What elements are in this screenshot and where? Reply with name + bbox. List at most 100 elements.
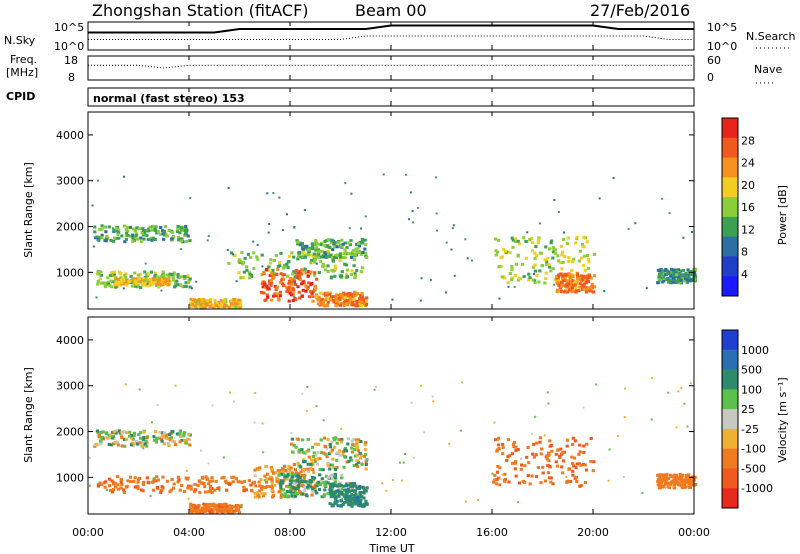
velocity-cell — [359, 498, 363, 502]
velocity-cell — [242, 488, 246, 492]
velocity-cell — [501, 446, 505, 450]
velocity-cell — [101, 430, 105, 434]
power-cell — [233, 254, 237, 258]
power-cell — [305, 244, 309, 248]
velocity-cell — [145, 444, 149, 448]
power-cell — [347, 241, 351, 245]
power-cell — [334, 304, 338, 308]
power-cell — [562, 279, 566, 282]
power-cell — [266, 286, 270, 290]
power-cell — [274, 254, 278, 257]
velocity-cell — [339, 491, 343, 495]
velocity-cell — [493, 421, 496, 424]
power-cell — [549, 241, 553, 245]
power-cell — [149, 236, 153, 240]
velocity-cell — [496, 443, 501, 447]
velocity-cell — [268, 485, 272, 489]
velocity-cell — [174, 443, 178, 447]
velocity-cell — [220, 505, 224, 509]
power-cell — [405, 173, 407, 176]
velocity-cell — [194, 511, 198, 515]
power-cell — [570, 282, 574, 285]
power-cell — [108, 284, 112, 288]
velocity-cell — [279, 469, 283, 472]
velocity-cell — [269, 466, 273, 469]
power-cell — [451, 227, 454, 230]
power-cell — [341, 242, 345, 246]
power-cell — [275, 285, 279, 289]
velocity-cell — [662, 477, 667, 481]
velocity-cell — [100, 436, 104, 440]
power-cell — [693, 277, 697, 281]
power-cell — [678, 280, 682, 284]
velocity-cell — [326, 492, 330, 496]
power-cell — [579, 274, 583, 278]
power-cell — [562, 290, 566, 294]
velocity-cell — [224, 481, 228, 485]
velocity-panel-frame — [87, 316, 695, 515]
power-cell — [117, 278, 121, 281]
velocity-cell — [352, 500, 356, 503]
velocity-cell — [534, 453, 538, 457]
power-cell — [555, 290, 559, 294]
power-cell — [408, 218, 411, 221]
velocity-cell — [211, 511, 215, 515]
power-cell — [685, 280, 689, 284]
velocity-cell — [571, 436, 575, 440]
power-cell — [138, 280, 142, 284]
velocity-cell — [608, 448, 611, 451]
freq-right-tick-top: 60 — [707, 54, 721, 67]
velocity-cell — [316, 480, 320, 484]
velocity-cell — [303, 480, 307, 484]
velocity-cell — [272, 471, 276, 475]
velocity-cell — [514, 474, 518, 478]
power-cell — [136, 277, 140, 280]
velocity-cell — [271, 495, 275, 499]
velocity-cell — [93, 443, 97, 447]
velocity-cell — [297, 449, 301, 453]
velocity-cell — [223, 503, 227, 507]
power-cell — [143, 279, 147, 282]
velocity-cell — [249, 483, 253, 487]
velocity-cell — [310, 480, 314, 483]
velocity-cell — [285, 474, 289, 478]
power-cell — [147, 229, 151, 233]
power-cell — [273, 284, 278, 288]
power-cell — [526, 231, 529, 234]
velocity-cell — [210, 476, 214, 480]
power-cell — [499, 264, 503, 268]
power-cell — [587, 266, 591, 270]
power-cell — [126, 233, 130, 237]
velocity-cell — [497, 476, 501, 480]
velocity-cell — [337, 438, 341, 442]
velocity-cell — [279, 486, 283, 490]
power-cell — [287, 254, 292, 258]
power-colorbar-label: Power [dB] — [776, 185, 789, 245]
power-cell — [242, 270, 246, 274]
velocity-cell — [136, 478, 140, 482]
velocity-colorbar-segment — [722, 330, 738, 351]
velocity-cell — [556, 448, 560, 452]
velocity-cell — [119, 481, 123, 484]
velocity-cell — [322, 493, 327, 497]
power-cell — [340, 274, 344, 278]
power-cell — [353, 274, 358, 278]
velocity-cell — [172, 482, 176, 486]
power-cell — [335, 253, 339, 257]
velocity-cell — [336, 484, 340, 488]
velocity-cell — [335, 441, 339, 445]
velocity-cell — [301, 468, 305, 472]
velocity-cell — [333, 491, 337, 494]
power-cell — [557, 211, 560, 213]
power-cell — [166, 273, 170, 277]
velocity-cell — [679, 477, 683, 481]
power-cell — [450, 248, 453, 251]
velocity-cell — [229, 508, 234, 511]
velocity-cell — [224, 479, 228, 483]
velocity-cell — [208, 480, 212, 484]
velocity-cell — [200, 449, 203, 452]
power-cell — [557, 259, 561, 263]
power-cell — [513, 240, 518, 244]
velocity-cell — [294, 471, 298, 475]
power-cell — [114, 282, 118, 286]
